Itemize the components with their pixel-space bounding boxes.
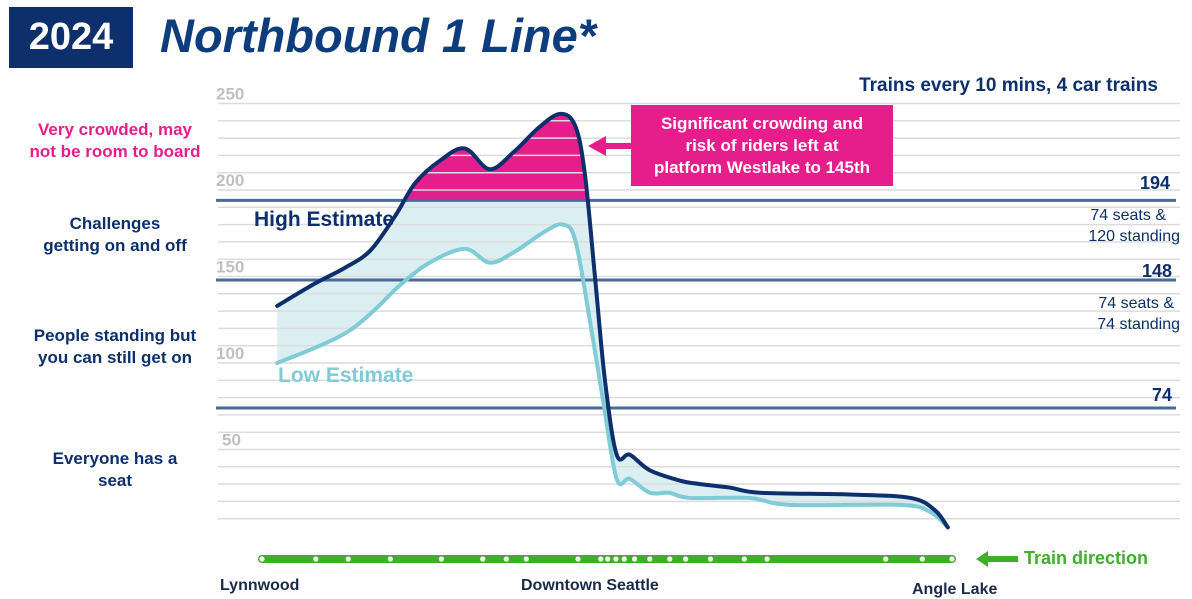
- station-dot: [598, 556, 604, 562]
- arrow-left-icon: [976, 550, 1018, 567]
- train-direction-label: Train direction: [1024, 548, 1149, 568]
- station-dot: [575, 556, 581, 562]
- low-estimate-line: [275, 222, 950, 530]
- station-dot: [707, 556, 714, 562]
- station-dot: [741, 556, 747, 562]
- station-angle-lake: Angle Lake: [912, 581, 998, 598]
- capacity-note-194: 74 seats & 120 standing: [1088, 207, 1180, 245]
- zone-label-challenges: Challenges getting on and off: [43, 214, 187, 255]
- station-dot: [647, 556, 653, 562]
- service-frequency: Trains every 10 mins, 4 car trains: [859, 75, 1158, 96]
- station-dot: [605, 556, 611, 562]
- station-dot: [523, 556, 529, 562]
- station-dot: [919, 556, 925, 562]
- station-dot: [883, 556, 889, 562]
- capacity-note-148: 74 seats & 74 standing: [1097, 295, 1180, 333]
- high-estimate-label: High Estimate: [254, 208, 395, 231]
- estimate-range-band: [277, 113, 948, 528]
- high-estimate-line: [275, 111, 950, 530]
- y-tick-label: 200: [216, 171, 244, 190]
- year-badge: 2024: [9, 7, 133, 68]
- zone-label-standing: People standing but you can still get on: [33, 326, 197, 367]
- station-dot: [387, 556, 393, 562]
- zone-label-very-crowded: Very crowded, may not be room to board: [29, 120, 201, 161]
- station-dot: [764, 556, 770, 562]
- y-tick-label: 250: [216, 85, 244, 104]
- overcrowded-area: [277, 113, 948, 201]
- station-dot: [313, 556, 319, 562]
- station-dot: [949, 556, 955, 562]
- zone-label-seated: Everyone has a seat: [52, 449, 178, 490]
- low-estimate-label: Low Estimate: [278, 364, 414, 387]
- crowding-callout: Significant crowding and risk of riders l…: [631, 105, 893, 186]
- station-dot: [613, 556, 619, 562]
- station-dot: [683, 556, 689, 562]
- station-dot: [345, 556, 351, 562]
- y-tick-label: 100: [216, 344, 244, 363]
- y-tick-label: 150: [216, 258, 244, 277]
- page-title: Northbound 1 Line*: [160, 9, 597, 62]
- capacity-label-148: 148: [1141, 261, 1172, 281]
- callout-arrow-icon: [588, 136, 631, 156]
- station-dot: [259, 556, 265, 562]
- station-lynnwood: Lynnwood: [220, 577, 300, 594]
- capacity-label-74: 74: [1151, 385, 1172, 405]
- capacity-label-194: 194: [1139, 173, 1170, 193]
- station-dot: [667, 556, 673, 562]
- station-dot: [632, 556, 638, 562]
- station-dot: [621, 556, 627, 562]
- station-downtown-seattle: Downtown Seattle: [521, 577, 659, 594]
- station-dot: [438, 556, 444, 562]
- y-tick-label: 50: [222, 431, 241, 450]
- station-dot: [480, 556, 486, 562]
- year-text: 2024: [28, 16, 114, 58]
- train-direction: Train direction: [976, 548, 1148, 569]
- station-dot: [503, 556, 509, 562]
